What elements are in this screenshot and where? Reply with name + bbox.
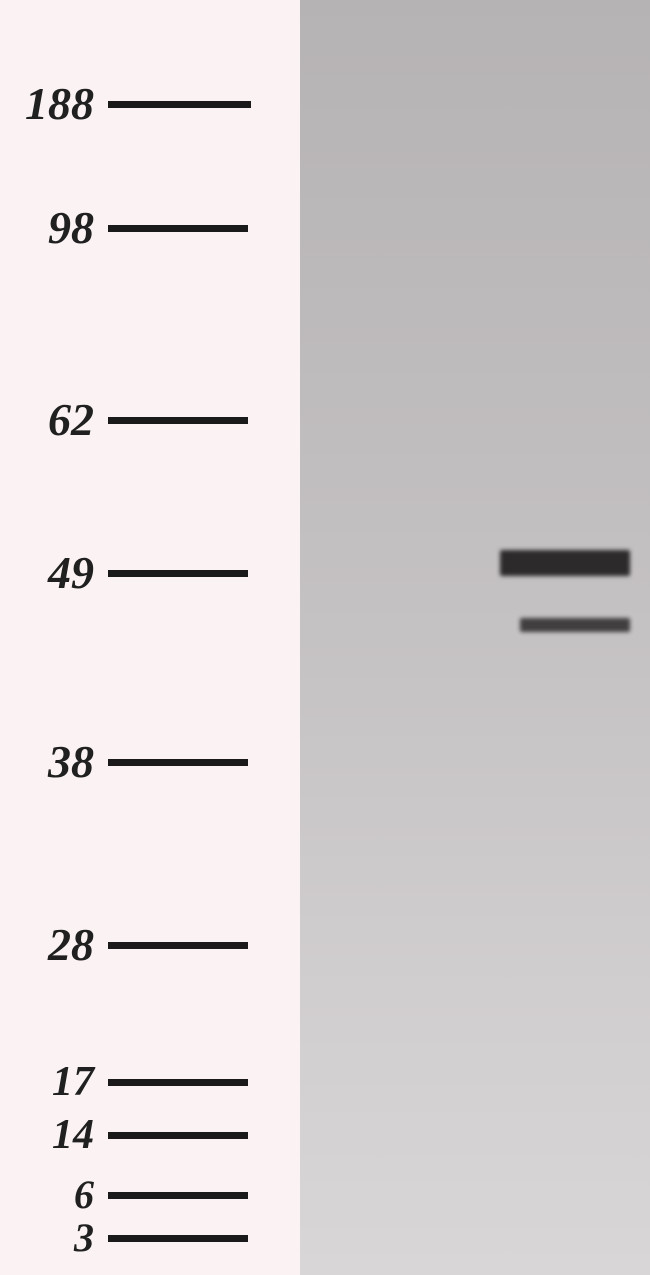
marker-tick xyxy=(108,417,248,424)
marker-tick xyxy=(108,101,251,108)
marker-label: 6 xyxy=(0,1175,108,1215)
marker-label: 38 xyxy=(0,739,108,785)
band-primary xyxy=(500,550,630,576)
marker-label: 62 xyxy=(0,397,108,443)
marker-label: 17 xyxy=(0,1061,108,1103)
marker-label: 14 xyxy=(0,1114,108,1156)
marker-label: 188 xyxy=(0,81,108,127)
marker-tick xyxy=(108,759,248,766)
blot-membrane xyxy=(300,0,650,1275)
marker-tick xyxy=(108,1235,248,1242)
marker-tick xyxy=(108,1132,248,1139)
marker-tick xyxy=(108,570,248,577)
marker-tick xyxy=(108,942,248,949)
band-secondary xyxy=(520,618,630,632)
marker-tick xyxy=(108,1192,248,1199)
marker-label: 28 xyxy=(0,922,108,968)
marker-label: 3 xyxy=(0,1218,108,1258)
marker-tick xyxy=(108,1079,248,1086)
western-blot-figure: 188 98 62 49 38 28 17 14 63 xyxy=(0,0,650,1275)
marker-label: 98 xyxy=(0,205,108,251)
marker-label: 49 xyxy=(0,550,108,596)
molecular-weight-ladder: 188 98 62 49 38 28 17 14 63 xyxy=(0,0,300,1275)
marker-tick xyxy=(108,225,248,232)
